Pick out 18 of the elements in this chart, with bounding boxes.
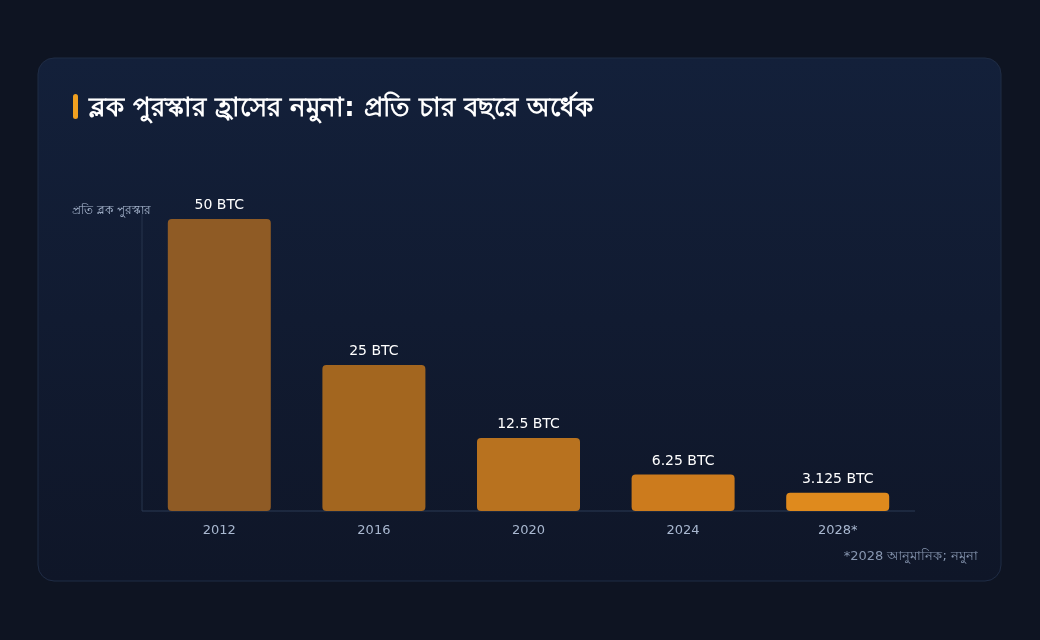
data-label: 25 BTC (349, 342, 399, 358)
data-label: 12.5 BTC (497, 415, 561, 431)
bar (631, 474, 735, 511)
bar (477, 438, 580, 511)
y-axis-title: প্রতি ব্লক পুরস্কার (72, 203, 151, 218)
text: *2028 আনুমানিক; নমুনা (843, 548, 978, 564)
data-label: 6.25 BTC (651, 451, 715, 468)
data-label: 50 BTC (194, 196, 245, 212)
data-label: 3.125 BTC (801, 469, 874, 486)
x-tick-label: 2020 (511, 522, 546, 537)
x-tick-label: 2016 (357, 522, 391, 537)
bar (167, 219, 271, 511)
bar (786, 492, 890, 511)
bar (322, 365, 426, 511)
x-tick-label: 2024 (666, 522, 700, 537)
chart-title: ব্লক পুরস্কার হ্রাসের নমুনা: প্রতি চার বছরে অর্ধেক (88, 91, 594, 124)
x-tick-label: 2012 (202, 522, 236, 537)
x-tick-label: 2028* (817, 522, 858, 537)
